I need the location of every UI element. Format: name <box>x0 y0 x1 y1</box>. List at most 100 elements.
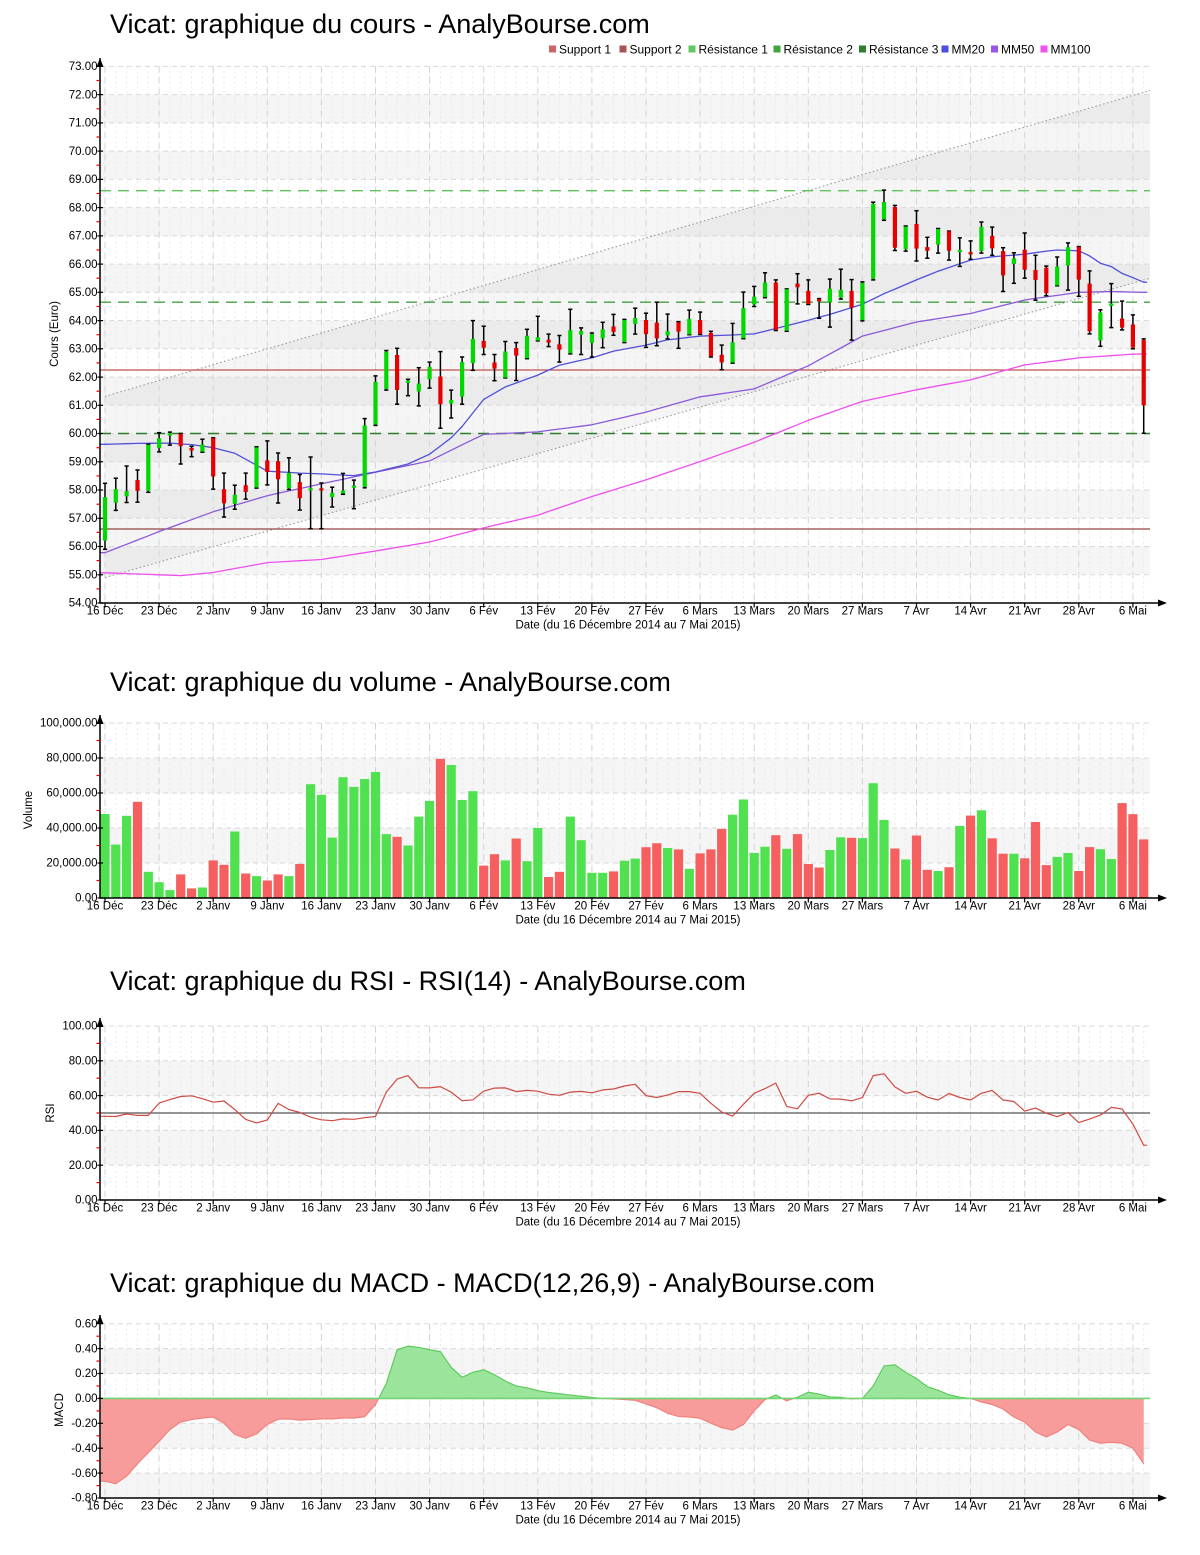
svg-text:67.00: 67.00 <box>69 231 98 243</box>
svg-text:6 Mars: 6 Mars <box>683 1203 718 1215</box>
svg-text:6 Mai: 6 Mai <box>1119 1203 1147 1215</box>
svg-text:-0.20: -0.20 <box>71 1418 97 1430</box>
svg-text:13 Fév: 13 Fév <box>520 901 555 913</box>
svg-text:27 Fév: 27 Fév <box>628 1501 663 1513</box>
svg-text:2 Janv: 2 Janv <box>196 606 230 618</box>
svg-text:63.00: 63.00 <box>69 344 98 356</box>
svg-text:2 Janv: 2 Janv <box>196 901 230 913</box>
svg-text:0.20: 0.20 <box>75 1368 97 1380</box>
svg-text:6 Fév: 6 Fév <box>469 606 498 618</box>
svg-text:27 Fév: 27 Fév <box>628 1203 663 1215</box>
svg-text:27 Fév: 27 Fév <box>628 901 663 913</box>
svg-text:16 Déc: 16 Déc <box>87 1501 124 1513</box>
svg-text:RSI: RSI <box>45 1103 57 1122</box>
svg-text:14 Avr: 14 Avr <box>954 901 987 913</box>
svg-text:20 Fév: 20 Fév <box>574 901 609 913</box>
svg-text:60,000.00: 60,000.00 <box>46 788 97 800</box>
svg-text:20,000.00: 20,000.00 <box>46 858 97 870</box>
svg-text:28 Avr: 28 Avr <box>1063 606 1096 618</box>
svg-text:7 Avr: 7 Avr <box>904 606 930 618</box>
svg-text:64.00: 64.00 <box>69 315 98 327</box>
svg-text:20 Mars: 20 Mars <box>788 606 830 618</box>
svg-text:60.00: 60.00 <box>69 428 98 440</box>
svg-text:0.00: 0.00 <box>75 893 97 905</box>
svg-text:58.00: 58.00 <box>69 485 98 497</box>
svg-text:Volume: Volume <box>23 791 35 829</box>
svg-text:2 Janv: 2 Janv <box>196 1203 230 1215</box>
svg-text:Résistance 1: Résistance 1 <box>699 43 769 57</box>
svg-text:23 Janv: 23 Janv <box>355 1203 396 1215</box>
svg-text:6 Mai: 6 Mai <box>1119 901 1147 913</box>
svg-text:7 Avr: 7 Avr <box>904 901 930 913</box>
svg-text:MM100: MM100 <box>1051 43 1091 57</box>
svg-text:30 Janv: 30 Janv <box>409 1203 450 1215</box>
svg-text:Date (du 16 Décembre 2014 au 7: Date (du 16 Décembre 2014 au 7 Mai 2015) <box>515 1515 740 1527</box>
svg-text:65.00: 65.00 <box>69 287 98 299</box>
svg-text:6 Mai: 6 Mai <box>1119 606 1147 618</box>
svg-text:100.00: 100.00 <box>62 1021 97 1033</box>
svg-text:40.00: 40.00 <box>69 1125 98 1137</box>
svg-text:2 Janv: 2 Janv <box>196 1501 230 1513</box>
svg-text:13 Fév: 13 Fév <box>520 1203 555 1215</box>
svg-text:20 Fév: 20 Fév <box>574 606 609 618</box>
svg-text:Support 2: Support 2 <box>630 43 682 57</box>
svg-text:20 Mars: 20 Mars <box>788 1203 830 1215</box>
svg-text:0.00: 0.00 <box>75 1195 97 1207</box>
svg-text:7 Avr: 7 Avr <box>904 1203 930 1215</box>
svg-text:20 Mars: 20 Mars <box>788 1501 830 1513</box>
svg-text:21 Avr: 21 Avr <box>1008 606 1041 618</box>
svg-text:70.00: 70.00 <box>69 146 98 158</box>
svg-text:20 Fév: 20 Fév <box>574 1501 609 1513</box>
svg-text:30 Janv: 30 Janv <box>409 901 450 913</box>
svg-text:9 Janv: 9 Janv <box>250 606 284 618</box>
svg-text:16 Déc: 16 Déc <box>87 901 124 913</box>
svg-text:-0.40: -0.40 <box>71 1443 97 1455</box>
svg-text:6 Fév: 6 Fév <box>469 1501 498 1513</box>
svg-text:16 Janv: 16 Janv <box>301 1501 342 1513</box>
svg-text:-0.60: -0.60 <box>71 1468 97 1480</box>
svg-text:54.00: 54.00 <box>69 598 98 610</box>
svg-text:62.00: 62.00 <box>69 372 98 384</box>
svg-text:20 Mars: 20 Mars <box>788 901 830 913</box>
svg-text:21 Avr: 21 Avr <box>1008 1501 1041 1513</box>
svg-text:6 Mars: 6 Mars <box>683 901 718 913</box>
svg-text:6 Mars: 6 Mars <box>683 606 718 618</box>
svg-text:20 Fév: 20 Fév <box>574 1203 609 1215</box>
svg-text:71.00: 71.00 <box>69 118 98 130</box>
svg-text:60.00: 60.00 <box>69 1090 98 1102</box>
svg-text:56.00: 56.00 <box>69 541 98 553</box>
svg-text:30 Janv: 30 Janv <box>409 606 450 618</box>
svg-text:Date (du 16 Décembre 2014 au 7: Date (du 16 Décembre 2014 au 7 Mai 2015) <box>515 620 740 632</box>
svg-text:6 Mai: 6 Mai <box>1119 1501 1147 1513</box>
svg-text:27 Mars: 27 Mars <box>842 606 884 618</box>
svg-text:13 Fév: 13 Fév <box>520 606 555 618</box>
svg-text:21 Avr: 21 Avr <box>1008 901 1041 913</box>
svg-text:23 Janv: 23 Janv <box>355 606 396 618</box>
svg-text:9 Janv: 9 Janv <box>250 1203 284 1215</box>
svg-text:6 Mars: 6 Mars <box>683 1501 718 1513</box>
svg-text:69.00: 69.00 <box>69 174 98 186</box>
svg-text:27 Mars: 27 Mars <box>842 1203 884 1215</box>
svg-text:Cours (Euro): Cours (Euro) <box>49 301 61 367</box>
svg-text:80,000.00: 80,000.00 <box>46 753 97 765</box>
svg-text:16 Janv: 16 Janv <box>301 901 342 913</box>
svg-text:16 Janv: 16 Janv <box>301 1203 342 1215</box>
svg-text:13 Fév: 13 Fév <box>520 1501 555 1513</box>
svg-text:16 Déc: 16 Déc <box>87 1203 124 1215</box>
svg-text:14 Avr: 14 Avr <box>954 1501 987 1513</box>
svg-text:16 Déc: 16 Déc <box>87 606 124 618</box>
svg-text:Date (du 16 Décembre 2014 au 7: Date (du 16 Décembre 2014 au 7 Mai 2015) <box>515 915 740 927</box>
svg-text:57.00: 57.00 <box>69 513 98 525</box>
svg-text:21 Avr: 21 Avr <box>1008 1203 1041 1215</box>
svg-text:72.00: 72.00 <box>69 89 98 101</box>
svg-text:68.00: 68.00 <box>69 202 98 214</box>
svg-text:80.00: 80.00 <box>69 1056 98 1068</box>
svg-text:23 Janv: 23 Janv <box>355 901 396 913</box>
svg-text:MM50: MM50 <box>1001 43 1035 57</box>
svg-text:66.00: 66.00 <box>69 259 98 271</box>
svg-text:7 Avr: 7 Avr <box>904 1501 930 1513</box>
svg-text:61.00: 61.00 <box>69 400 98 412</box>
svg-text:27 Fév: 27 Fév <box>628 606 663 618</box>
svg-text:MACD: MACD <box>54 1393 66 1427</box>
svg-text:30 Janv: 30 Janv <box>409 1501 450 1513</box>
